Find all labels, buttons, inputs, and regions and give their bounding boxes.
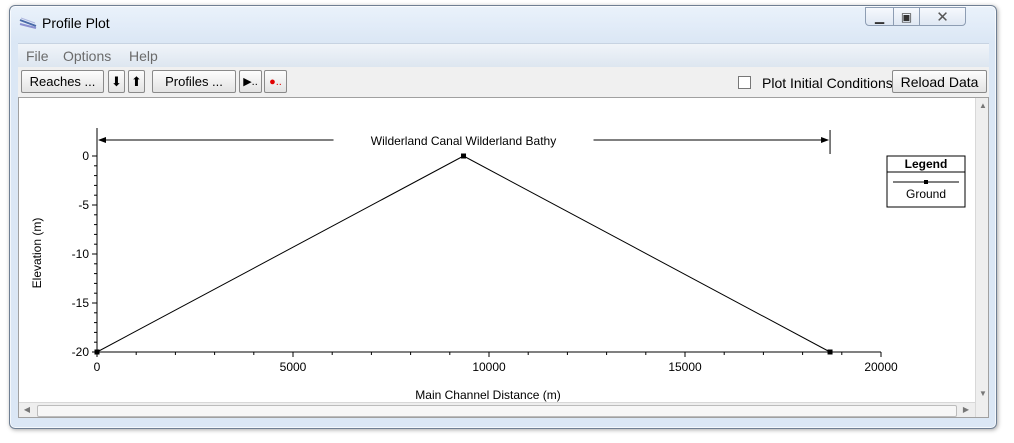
x-tick-label: 20000 (864, 360, 898, 374)
x-tick-label: 10000 (472, 360, 506, 374)
legend-swatch-marker (924, 180, 928, 184)
app-icon (19, 17, 37, 29)
horizontal-scrollbar[interactable]: ◀ ▶ (19, 402, 975, 417)
profile-plot-area: Elevation (m) Main Channel Distance (m) … (18, 97, 989, 418)
chart-title: Wilderland Canal Wilderland Bathy (371, 134, 556, 148)
menu-help[interactable]: Help (129, 48, 158, 64)
scroll-up-arrow-icon[interactable]: ▲ (979, 101, 987, 110)
profiles-button[interactable]: Profiles ... (152, 70, 236, 93)
y-tick-label: -20 (72, 345, 90, 359)
play-icon: ▶.. (243, 76, 258, 88)
title-bar[interactable]: Profile Plot ▁ ▣ ✕ (10, 6, 996, 40)
chart-marks: Wilderland Canal Wilderland Bathy (94, 130, 833, 355)
scroll-left-arrow-icon[interactable]: ◀ (23, 405, 31, 414)
horizontal-scroll-thumb[interactable] (37, 405, 957, 417)
close-icon: ✕ (936, 8, 949, 26)
menu-bar: File Options Help (18, 43, 989, 67)
reaches-button[interactable]: Reaches ... (21, 70, 104, 93)
x-tick-label: 5000 (280, 360, 307, 374)
x-axis-label: Main Channel Distance (m) (415, 388, 560, 402)
scroll-down-arrow-icon[interactable]: ▼ (979, 389, 987, 398)
reach-extent-arrow-left (98, 137, 106, 143)
x-tick-label: 15000 (668, 360, 702, 374)
minimize-button[interactable]: ▁ (865, 7, 894, 26)
move-up-button[interactable]: ⬆ (128, 70, 145, 93)
data-point (461, 153, 467, 159)
reload-data-button[interactable]: Reload Data (892, 70, 987, 93)
y-tick-label: -15 (72, 296, 90, 310)
profile-chart: Elevation (m) Main Channel Distance (m) … (30, 128, 966, 402)
move-down-button[interactable]: ⬇ (108, 70, 125, 93)
y-tick-label: -10 (72, 247, 90, 261)
record-icon: ●.. (269, 75, 282, 88)
animate-button[interactable]: ▶.. (239, 70, 262, 93)
plot-initial-conditions-label: Plot Initial Conditions (762, 75, 893, 91)
y-axis-label: Elevation (m) (30, 218, 44, 289)
menu-options[interactable]: Options (63, 48, 112, 64)
series-line-ground (96, 155, 831, 353)
maximize-icon: ▣ (900, 9, 913, 24)
close-button[interactable]: ✕ (919, 7, 966, 26)
arrow-down-icon: ⬇ (111, 73, 122, 89)
data-point (827, 349, 833, 355)
reach-extent-arrow-right (821, 137, 830, 143)
profile-plot-window: Profile Plot ▁ ▣ ✕ File Options Help Rea… (9, 5, 997, 429)
x-tick-label: 0 (94, 360, 101, 374)
legend: Legend Ground (886, 155, 966, 208)
vertical-scrollbar[interactable]: ▲ ▼ (975, 98, 988, 417)
data-point (94, 349, 100, 355)
axis-ticks: 0 -5 -10 -15 -20 0 5000 10000 15000 20000 (72, 128, 898, 374)
scroll-right-arrow-icon[interactable]: ▶ (962, 405, 970, 414)
y-tick-label: 0 (82, 149, 89, 163)
toolbar: Reaches ... ⬇ ⬆ Profiles ... ▶.. ●.. Plo… (18, 67, 989, 97)
menu-file[interactable]: File (26, 48, 49, 64)
arrow-up-icon: ⬆ (131, 73, 142, 89)
maximize-button[interactable]: ▣ (893, 7, 920, 26)
minimize-icon: ▁ (874, 9, 885, 24)
plot-initial-conditions-checkbox[interactable] (738, 76, 751, 89)
record-button[interactable]: ●.. (264, 70, 287, 93)
window-title: Profile Plot (42, 15, 110, 31)
legend-title: Legend (905, 157, 948, 171)
y-tick-label: -5 (78, 198, 89, 212)
legend-entry-ground: Ground (906, 187, 946, 201)
